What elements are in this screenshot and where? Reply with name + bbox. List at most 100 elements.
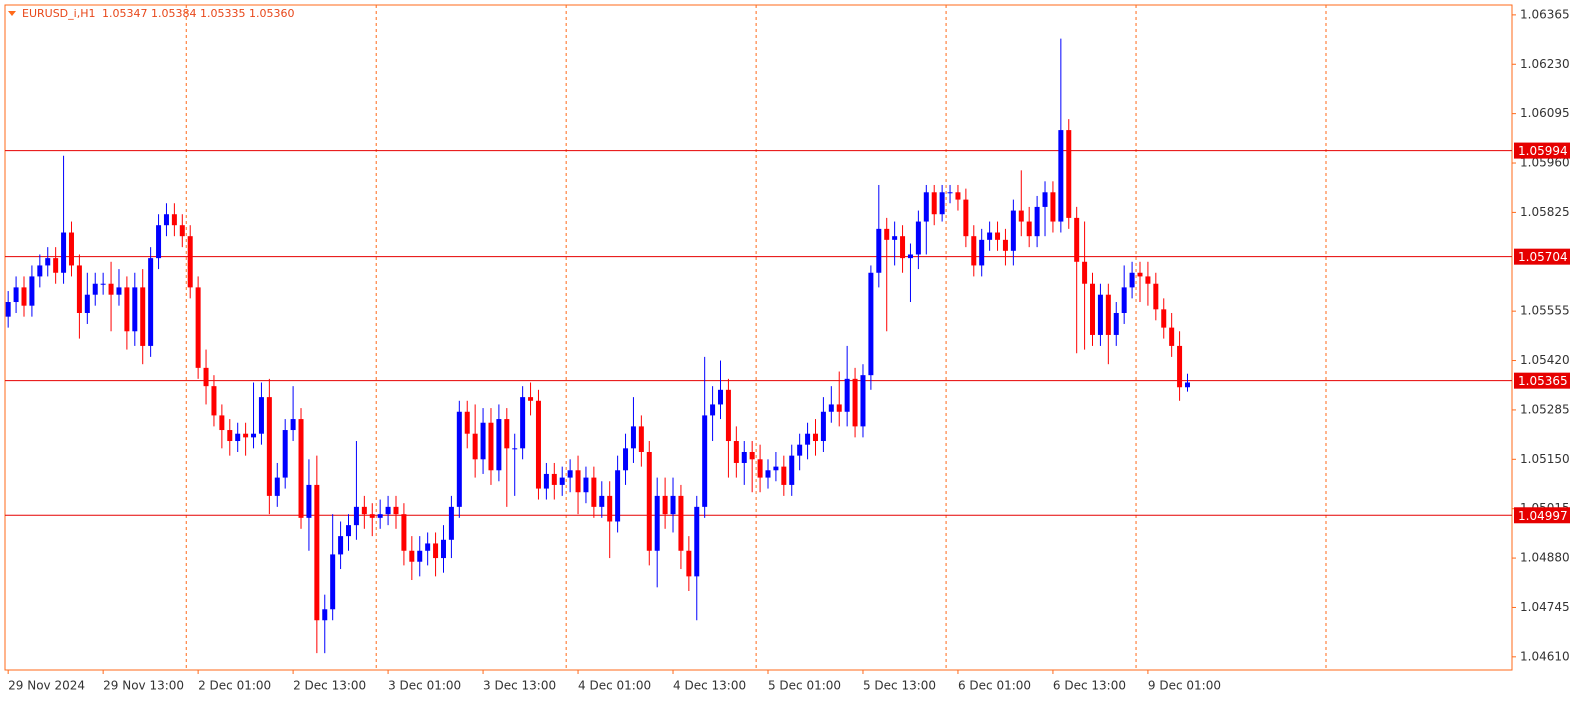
candle-body	[13, 287, 19, 303]
candle-body	[124, 287, 130, 332]
y-tick-label: 1.05420	[1520, 353, 1570, 367]
candle-body	[765, 470, 771, 478]
candle-body	[100, 283, 106, 285]
candle-body	[84, 294, 90, 313]
level-tag	[1514, 507, 1570, 524]
candle-body	[314, 484, 320, 621]
candle-body	[148, 258, 154, 346]
candle-body	[987, 232, 993, 240]
candle-body	[243, 433, 249, 438]
candle-body	[488, 422, 494, 471]
candle-body	[266, 397, 272, 496]
candle-body	[361, 506, 367, 515]
candle-body	[464, 411, 470, 434]
candle-body	[1129, 272, 1135, 288]
candle-body	[607, 495, 613, 522]
candle-body	[1105, 294, 1111, 335]
y-tick-label: 1.05960	[1520, 156, 1570, 170]
candle-body	[749, 451, 755, 460]
candle-body	[1097, 294, 1103, 335]
level-label: 1.05994	[1518, 144, 1568, 158]
level-tag	[1514, 372, 1570, 389]
candle-body	[417, 550, 423, 562]
candle-body	[710, 404, 716, 416]
candle-body	[512, 448, 518, 450]
chart-title: EURUSD_i,H1	[22, 7, 95, 20]
candle-body	[369, 514, 375, 518]
candle-body	[623, 448, 629, 471]
candle-body	[963, 199, 969, 237]
candle-body	[528, 397, 534, 401]
candle-body	[377, 514, 383, 518]
candle-body	[733, 441, 739, 463]
candle-body	[1153, 283, 1159, 310]
candle-body	[900, 236, 906, 259]
level-tag	[1514, 248, 1570, 265]
candle-body	[496, 419, 502, 471]
candle-body	[171, 214, 177, 226]
candle-body	[1058, 130, 1064, 222]
candle-body	[61, 232, 67, 273]
candle-body	[227, 430, 233, 442]
x-tick-label: 3 Dec 13:00	[483, 679, 556, 693]
candle-body	[68, 232, 74, 266]
candle-body	[836, 404, 842, 412]
candle-body	[638, 426, 644, 452]
candle-body	[353, 506, 359, 526]
y-tick-label: 1.06365	[1520, 7, 1570, 21]
candle-body	[401, 514, 407, 551]
candle-body	[876, 228, 882, 273]
candle-body	[828, 404, 834, 412]
plot-frame	[4, 4, 1513, 671]
candle-body	[393, 506, 399, 515]
candle-body	[45, 258, 51, 266]
candle-body	[306, 484, 312, 518]
candle-body	[884, 228, 890, 240]
candle-body	[448, 506, 454, 540]
x-tick-label: 29 Nov 13:00	[103, 679, 184, 693]
candle-body	[37, 265, 43, 277]
candle-body	[1121, 287, 1127, 313]
candle-body	[559, 477, 565, 485]
candle-body	[583, 477, 589, 493]
candle-body	[860, 375, 866, 427]
candle-body	[346, 525, 352, 537]
candle-body	[385, 506, 391, 515]
candle-body	[1018, 210, 1024, 222]
candle-body	[591, 477, 597, 507]
candle-body	[773, 466, 779, 471]
candle-body	[322, 609, 328, 621]
candle-body	[694, 506, 700, 577]
candle-body	[53, 258, 59, 273]
candle-body	[995, 232, 1001, 240]
candle-body	[274, 477, 280, 496]
level-label: 1.05365	[1518, 374, 1568, 388]
x-tick-label: 2 Dec 01:00	[198, 679, 271, 693]
candle-body	[258, 397, 264, 434]
ohlc-label: 1.05347 1.05384 1.05335 1.05360	[102, 7, 294, 20]
candle-body	[1002, 239, 1008, 251]
candle-body	[116, 287, 122, 295]
level-tag	[1514, 142, 1570, 159]
candle-body	[741, 451, 747, 463]
x-tick-label: 6 Dec 13:00	[1053, 679, 1126, 693]
candle-body	[1074, 217, 1080, 262]
candle-body	[931, 192, 937, 215]
candle-body	[251, 433, 257, 438]
x-tick-label: 5 Dec 01:00	[768, 679, 841, 693]
candle-body	[1042, 192, 1048, 207]
candle-body	[979, 239, 985, 266]
candle-body	[907, 254, 913, 259]
candle-body	[235, 433, 241, 442]
candle-body	[409, 550, 415, 562]
candle-body	[179, 225, 185, 237]
candle-body	[852, 378, 858, 427]
candle-body	[433, 543, 439, 559]
y-tick-label: 1.06095	[1520, 106, 1570, 120]
candle-body	[520, 397, 526, 449]
y-tick-label: 1.04745	[1520, 600, 1570, 614]
candle-body	[820, 411, 826, 442]
candle-body	[219, 415, 225, 431]
x-tick-label: 5 Dec 13:00	[863, 679, 936, 693]
